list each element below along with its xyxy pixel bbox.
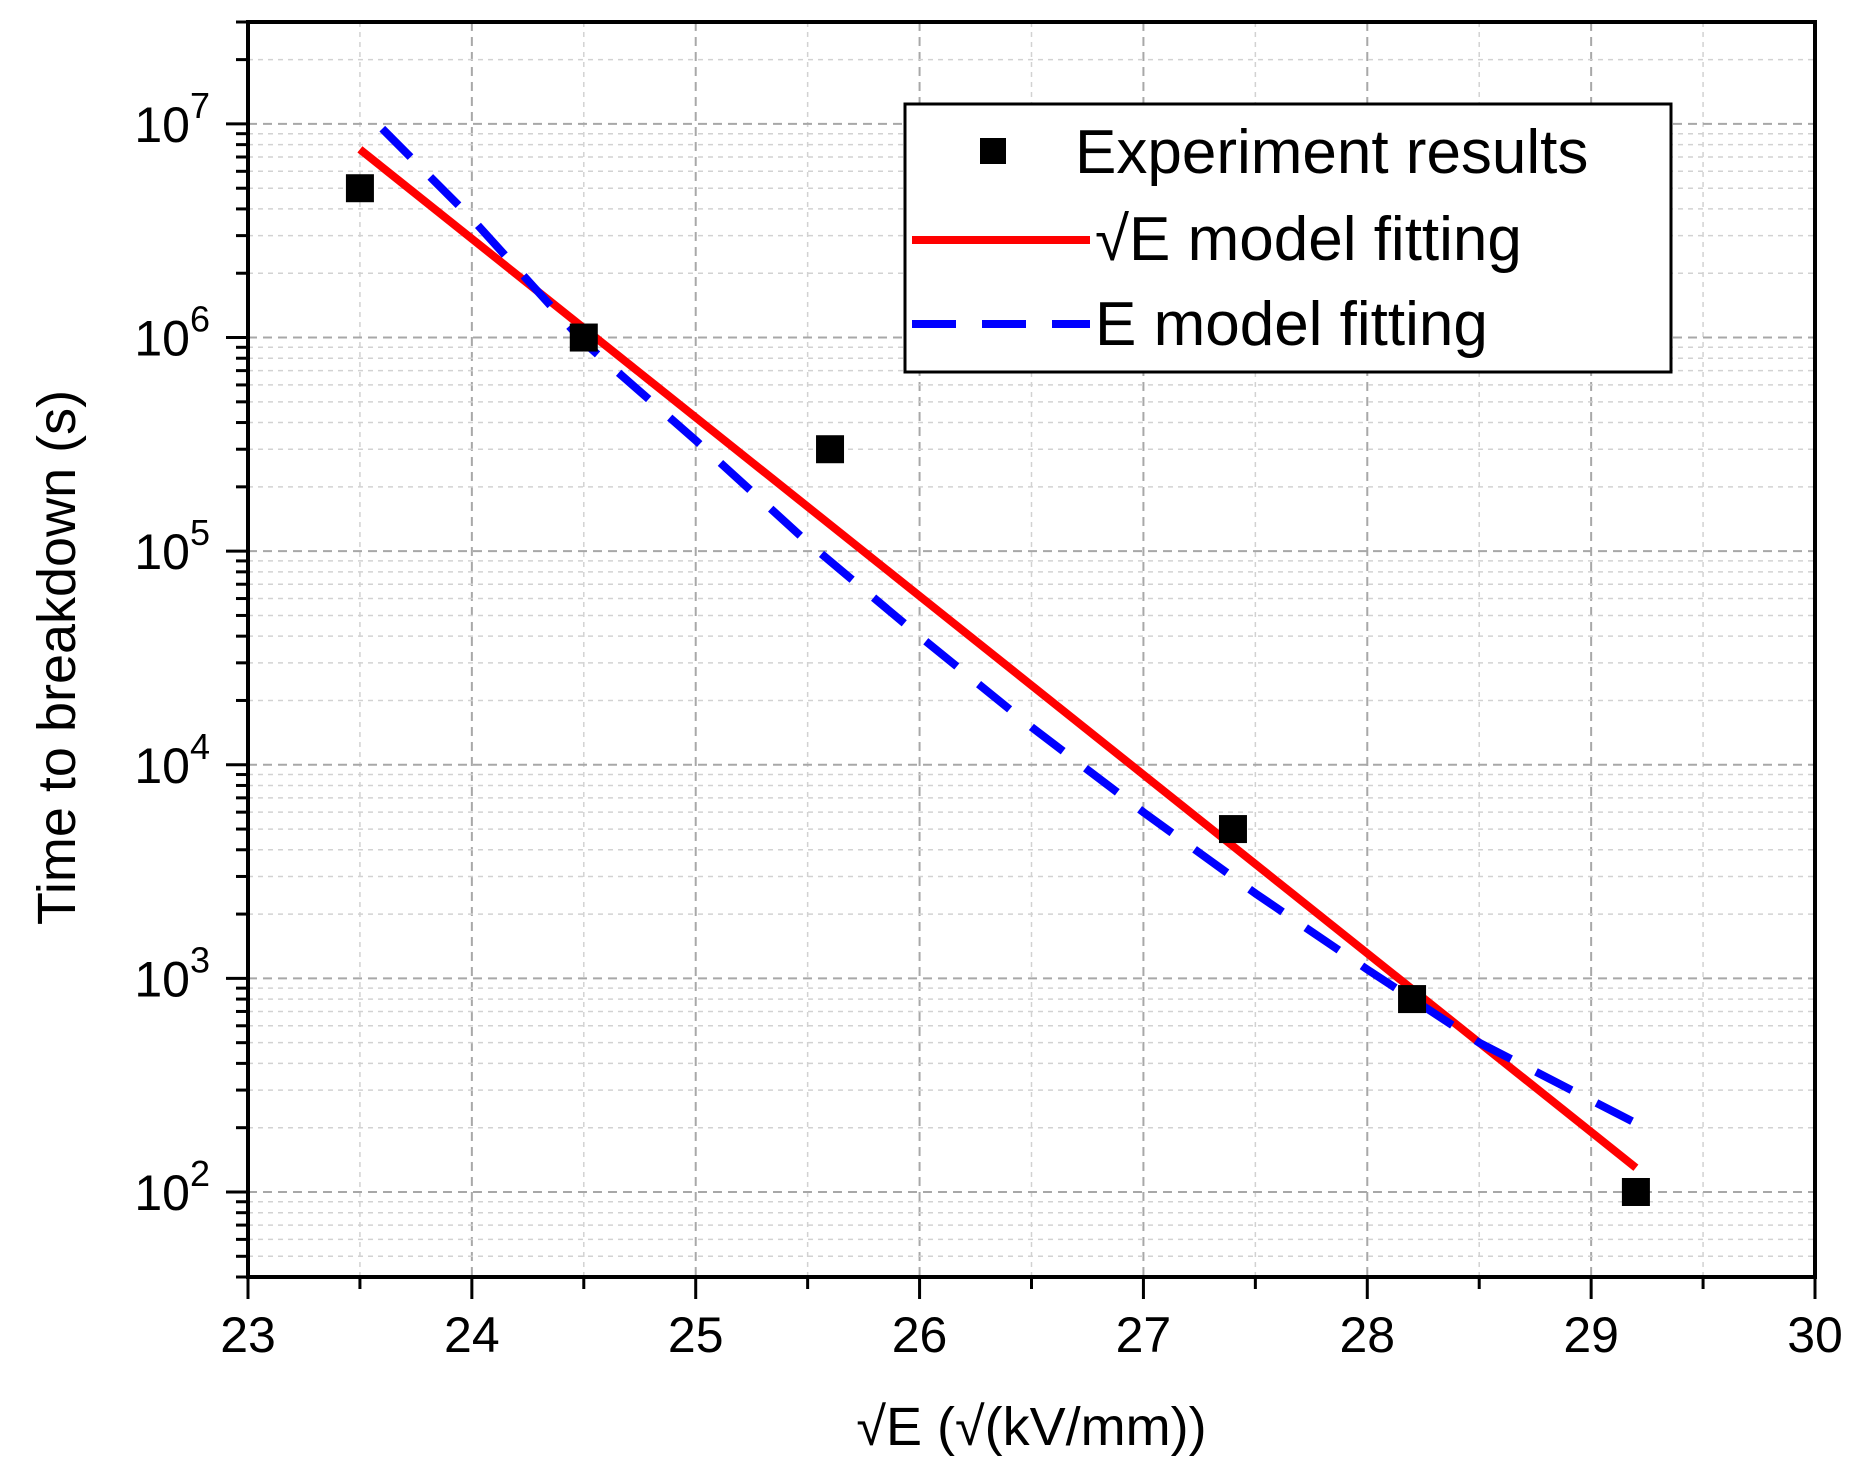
y-tick-exponent: 4: [190, 726, 210, 767]
y-tick-exponent: 3: [190, 939, 210, 980]
x-tick-labels: 23 24 25 26 27 28 29 30: [220, 1307, 1843, 1363]
data-point: [569, 323, 598, 352]
y-tick-exponent: 7: [190, 85, 210, 126]
x-axis-label: √E (√(kV/mm)): [856, 1397, 1206, 1457]
legend-marker-square: [980, 138, 1006, 164]
x-tick-label: 26: [892, 1307, 948, 1363]
y-tick-base: 10: [134, 738, 190, 794]
data-point: [1218, 815, 1247, 844]
legend-label-sqrt-e-model: √E model fitting: [1095, 205, 1522, 274]
y-tick-exponent: 2: [190, 1153, 210, 1194]
ticks: [226, 20, 1817, 1299]
y-tick-label: 107: [134, 85, 210, 153]
x-tick-label: 24: [444, 1307, 500, 1363]
y-tick-base: 10: [134, 311, 190, 367]
series-layer: [345, 125, 1650, 1206]
y-tick-exponent: 5: [190, 512, 210, 553]
legend-label-experiment: Experiment results: [1075, 118, 1588, 187]
y-tick-label: 105: [134, 512, 210, 580]
y-tick-label: 102: [134, 1153, 210, 1221]
legend-label-e-model: E model fitting: [1095, 290, 1488, 359]
x-tick-label: 30: [1787, 1307, 1843, 1363]
data-point: [1398, 985, 1427, 1014]
x-tick-label: 29: [1563, 1307, 1619, 1363]
y-axis-label: Time to breakdown (s): [27, 390, 87, 925]
data-point: [816, 435, 845, 464]
y-tick-base: 10: [134, 524, 190, 580]
data-point: [345, 174, 374, 203]
y-tick-label: 104: [134, 726, 210, 794]
y-tick-base: 10: [134, 97, 190, 153]
data-point: [1621, 1177, 1650, 1206]
y-tick-label: 103: [134, 939, 210, 1007]
x-tick-label: 27: [1116, 1307, 1172, 1363]
x-tick-label: 28: [1339, 1307, 1395, 1363]
y-tick-label: 106: [134, 299, 210, 367]
y-tick-base: 10: [134, 951, 190, 1007]
legend: Experiment results √E model fitting E mo…: [903, 102, 1673, 374]
y-tick-exponent: 6: [190, 299, 210, 340]
e-model-fit-line: [379, 125, 1638, 1127]
x-tick-label: 25: [668, 1307, 724, 1363]
x-tick-label: 23: [220, 1307, 276, 1363]
y-tick-base: 10: [134, 1165, 190, 1221]
